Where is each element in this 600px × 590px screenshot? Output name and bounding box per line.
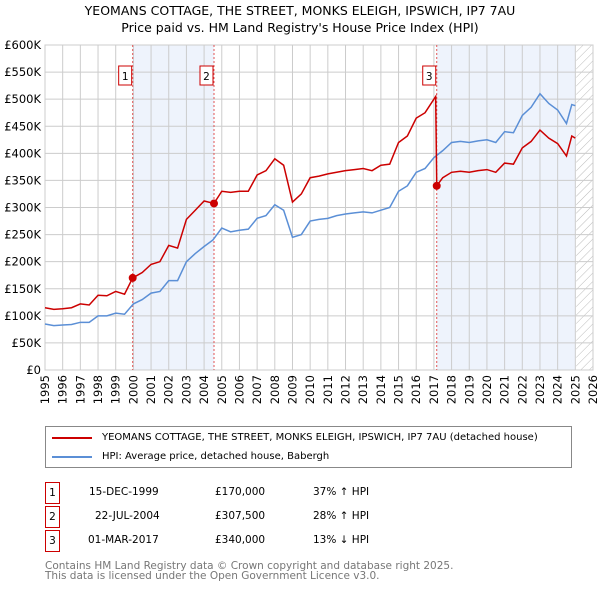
sale-marker-badge: 1 — [45, 482, 60, 504]
sale-point — [209, 199, 218, 208]
sale-hpi-diff: 37% ↑ HPI — [313, 486, 370, 498]
x-tick-label: 2007 — [250, 375, 264, 404]
sale-date: 01-MAR-2017 — [88, 534, 159, 546]
sale-row: 1 15-DEC-1999 £170,000 37% ↑ HPI — [45, 482, 545, 504]
x-tick-label: 2018 — [445, 375, 459, 404]
legend-property: YEOMANS COTTAGE, THE STREET, MONKS ELEIG… — [102, 432, 538, 443]
sale-label: 1 — [122, 71, 129, 83]
x-tick-label: 2000 — [126, 375, 140, 404]
sale-price: £307,500 — [215, 510, 266, 522]
x-tick-label: 2011 — [321, 375, 335, 404]
sale-marker-badge: 3 — [45, 530, 60, 552]
sale-label: 2 — [203, 71, 210, 83]
y-tick-label: £200K — [4, 255, 41, 269]
x-tick-label: 2015 — [392, 375, 406, 404]
footer-licence: This data is licensed under the Open Gov… — [45, 570, 380, 582]
sale-label-box — [422, 65, 437, 86]
x-tick-label: 2014 — [374, 375, 388, 404]
x-tick-label: 2019 — [462, 375, 476, 404]
legend-blue-line — [52, 455, 92, 458]
x-tick-label: 2026 — [586, 375, 600, 404]
legend-red-line — [52, 436, 92, 439]
x-tick-label: 1995 — [38, 375, 52, 404]
x-tick-label: 2021 — [498, 375, 512, 404]
x-tick-label: 2002 — [162, 375, 176, 404]
x-tick-label: 2006 — [232, 375, 246, 404]
sale-price: £170,000 — [215, 486, 266, 498]
x-tick-label: 2004 — [197, 375, 211, 404]
sale-row: 2 22-JUL-2004 £307,500 28% ↑ HPI — [45, 506, 545, 528]
sale-price: £340,000 — [215, 534, 266, 546]
sale-date: 15-DEC-1999 — [89, 486, 159, 498]
x-tick-label: 1999 — [109, 375, 123, 404]
chart-subtitle: Price paid vs. HM Land Registry's House … — [121, 20, 479, 35]
x-tick-label: 2013 — [356, 375, 370, 404]
price-chart: £0 £50K £100K £150K £200K £250K £300K £350K £400… — [4, 38, 600, 404]
sale-hpi-diff: 13% ↓ HPI — [313, 534, 370, 546]
sale-label: 3 — [426, 71, 433, 83]
sale-hpi-diff: 28% ↑ HPI — [313, 510, 370, 522]
y-tick-label: £500K — [4, 92, 41, 106]
y-tick-label: £150K — [4, 282, 41, 296]
chart-title: YEOMANS COTTAGE, THE STREET, MONKS ELEIG… — [84, 3, 516, 18]
plot-border — [44, 44, 594, 371]
footer-copyright: Contains HM Land Registry data © Crown c… — [45, 560, 454, 572]
x-tick-label: 2003 — [179, 375, 193, 404]
sale-row: 3 01-MAR-2017 £340,000 13% ↓ HPI — [45, 530, 545, 552]
x-tick-label: 1997 — [73, 375, 87, 404]
sale-point — [128, 273, 137, 282]
x-tick-label: 2024 — [551, 375, 565, 404]
sale-point — [432, 181, 441, 190]
x-tick-label: 2001 — [144, 375, 158, 404]
x-tick-label: 1998 — [91, 375, 105, 404]
x-tick-label: 1996 — [56, 375, 70, 404]
x-tick-label: 2012 — [339, 375, 353, 404]
x-tick-label: 2023 — [533, 375, 547, 404]
sale-marker-badge: 2 — [45, 506, 60, 528]
sale-label-box — [118, 65, 133, 86]
x-tick-label: 2017 — [427, 375, 441, 404]
x-tick-label: 2009 — [285, 375, 299, 404]
y-tick-label: £600K — [4, 38, 41, 52]
y-tick-label: £550K — [4, 65, 41, 79]
y-tick-label: £0 — [26, 363, 41, 377]
hpi-line — [44, 92, 576, 327]
y-tick-label: £300K — [4, 201, 41, 215]
x-tick-label: 2025 — [568, 375, 582, 404]
x-tick-label: 2020 — [480, 375, 494, 404]
y-tick-label: £400K — [4, 146, 41, 160]
x-tick-label: 2005 — [215, 375, 229, 404]
x-tick-label: 2016 — [409, 375, 423, 404]
x-tick-label: 2010 — [303, 375, 317, 404]
sale-label-box — [199, 65, 214, 86]
y-tick-label: £50K — [12, 336, 42, 350]
y-tick-label: £350K — [4, 173, 41, 187]
x-tick-label: 2022 — [515, 375, 529, 404]
y-tick-label: £450K — [4, 119, 41, 133]
y-tick-label: £100K — [4, 309, 41, 323]
legend-hpi: HPI: Average price, detached house, Babe… — [102, 451, 330, 462]
sale-date: 22-JUL-2004 — [95, 510, 160, 522]
legend: YEOMANS COTTAGE, THE STREET, MONKS ELEIG… — [45, 426, 572, 468]
x-tick-label: 2008 — [268, 375, 282, 404]
y-tick-label: £250K — [4, 228, 41, 242]
